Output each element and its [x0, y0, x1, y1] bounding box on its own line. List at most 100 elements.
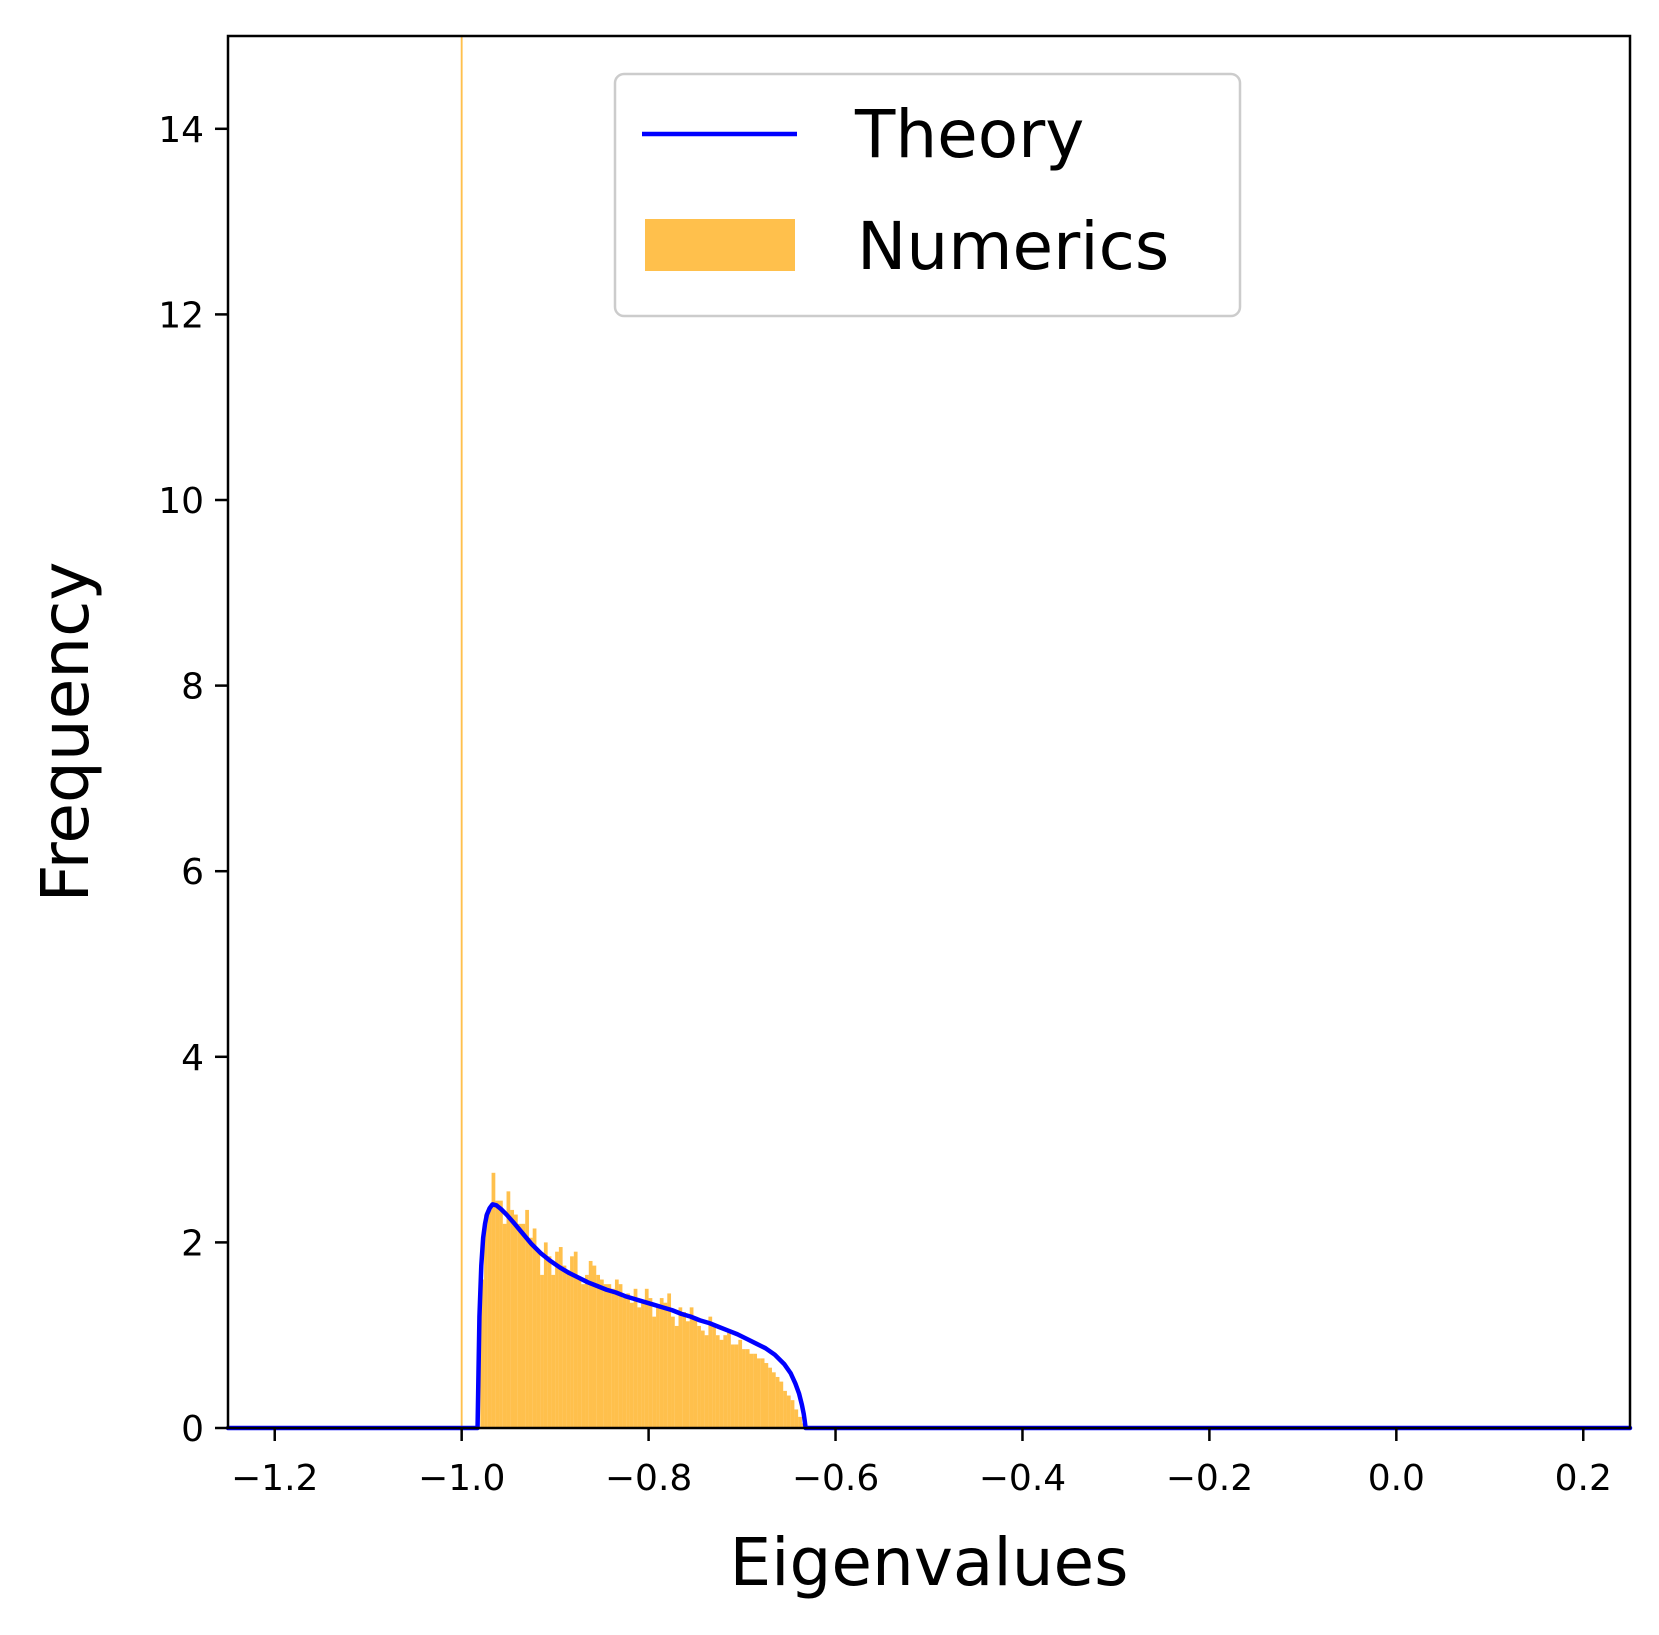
histogram-bar: [790, 1400, 795, 1428]
histogram-bar: [599, 1279, 604, 1428]
histogram-bar: [629, 1302, 634, 1428]
y-tick-label: 2: [181, 1223, 204, 1264]
theory-curve: [225, 1202, 1633, 1431]
histogram-bar: [622, 1298, 627, 1428]
histogram-bar: [685, 1321, 690, 1428]
histogram-bar: [577, 1279, 582, 1428]
histogram-bar: [704, 1335, 709, 1428]
histogram-bar: [460, 36, 463, 1428]
x-tick-label: −0.4: [979, 1458, 1066, 1499]
x-tick-label: −1.2: [231, 1458, 318, 1499]
histogram-bar: [499, 1200, 503, 1428]
histogram-bar: [510, 1209, 515, 1428]
legend-theory-label: Theory: [854, 96, 1084, 173]
histogram-bar: [487, 1209, 492, 1428]
histogram-bar: [528, 1237, 533, 1428]
y-tick-label: 4: [181, 1038, 204, 1079]
histogram-bar: [783, 1390, 787, 1428]
histogram-bar: [592, 1265, 597, 1428]
histogram-bar: [753, 1353, 758, 1428]
x-axis-ticks: −1.2 −1.0 −0.8 −0.6 −0.4 −0.2 0.0 0.2: [231, 1428, 1612, 1499]
histogram-bar: [484, 1214, 488, 1428]
histogram-bar: [779, 1381, 784, 1428]
histogram-bar: [551, 1274, 556, 1428]
histogram-bar: [708, 1316, 713, 1428]
histogram-bar: [786, 1395, 791, 1428]
histogram-bar: [760, 1358, 765, 1428]
histogram-bar: [659, 1298, 664, 1428]
histogram-bar: [663, 1302, 668, 1428]
histogram-bar: [502, 1223, 507, 1428]
histogram-bar: [570, 1256, 574, 1428]
y-tick-label: 10: [158, 481, 204, 522]
x-axis-label: Eigenvalues: [729, 1524, 1128, 1601]
x-tick-label: −1.0: [418, 1458, 505, 1499]
histogram-bar: [700, 1330, 705, 1428]
histogram-bar: [678, 1307, 683, 1428]
histogram-bar: [757, 1358, 761, 1428]
theory-curve-layer: [225, 1202, 1633, 1431]
y-axis-ticks: 0 2 4 6 8 10 12 14: [158, 110, 228, 1450]
histogram-bar: [532, 1228, 537, 1428]
y-tick-label: 12: [158, 295, 204, 336]
histogram-bar: [480, 1279, 485, 1428]
histogram-bar: [794, 1409, 799, 1428]
histogram-bar: [495, 1200, 500, 1428]
y-tick-label: 0: [181, 1409, 204, 1450]
histogram-bar: [596, 1274, 600, 1428]
histogram-bar: [558, 1247, 563, 1428]
histogram-bar: [771, 1372, 776, 1428]
histogram-bar: [525, 1209, 529, 1428]
histogram-bar: [644, 1288, 649, 1428]
histogram-bar: [689, 1307, 694, 1428]
histogram-bar: [775, 1376, 780, 1428]
legend-numerics-label: Numerics: [857, 208, 1169, 285]
histogram-bar: [697, 1325, 701, 1428]
x-tick-label: −0.8: [605, 1458, 692, 1499]
histogram-bar: [656, 1307, 660, 1428]
histogram-bar: [682, 1312, 686, 1428]
y-tick-label: 6: [181, 852, 204, 893]
y-tick-label: 14: [158, 110, 204, 151]
histogram-bar: [517, 1223, 522, 1428]
histogram-bar: [734, 1344, 739, 1428]
histogram-bar: [547, 1256, 552, 1428]
histogram-bar: [566, 1270, 571, 1428]
histogram-bar: [573, 1251, 578, 1428]
histogram-bar: [585, 1274, 589, 1428]
histogram-bar: [641, 1302, 645, 1428]
histogram-bar: [491, 1172, 496, 1428]
histogram-bar: [555, 1251, 559, 1428]
histogram-bar: [749, 1353, 754, 1428]
histogram-bar: [671, 1316, 675, 1428]
histogram-bar: [611, 1288, 615, 1428]
histogram-bar: [723, 1335, 728, 1428]
histogram-bar: [712, 1325, 716, 1428]
histogram-bar: [540, 1274, 544, 1428]
x-tick-label: −0.6: [792, 1458, 879, 1499]
histogram-bar: [536, 1251, 541, 1428]
histogram-bar: [768, 1367, 772, 1428]
histogram-bar: [614, 1279, 619, 1428]
histogram-bar: [693, 1316, 698, 1428]
histogram-bar: [715, 1335, 720, 1428]
histogram-bar: [514, 1214, 518, 1428]
plot-area-frame: [226, 34, 1632, 1430]
histogram-bar: [727, 1330, 731, 1428]
x-tick-label: −0.2: [1166, 1458, 1253, 1499]
histogram-bar: [521, 1223, 526, 1428]
histogram-bar: [798, 1416, 802, 1428]
histogram-bar: [543, 1242, 548, 1428]
histogram-bar: [633, 1288, 638, 1428]
legend: Theory Numerics: [613, 72, 1242, 318]
histogram-bar: [652, 1316, 657, 1428]
x-tick-label: 0.2: [1555, 1458, 1612, 1499]
histogram-bar: [506, 1191, 511, 1428]
histogram-bar: [581, 1284, 586, 1428]
histogram-bar: [618, 1284, 623, 1428]
histogram-bar: [626, 1293, 630, 1428]
histogram-bar: [637, 1307, 642, 1428]
y-axis-label: Frequency: [27, 562, 104, 903]
x-tick-label: 0.0: [1368, 1458, 1425, 1499]
